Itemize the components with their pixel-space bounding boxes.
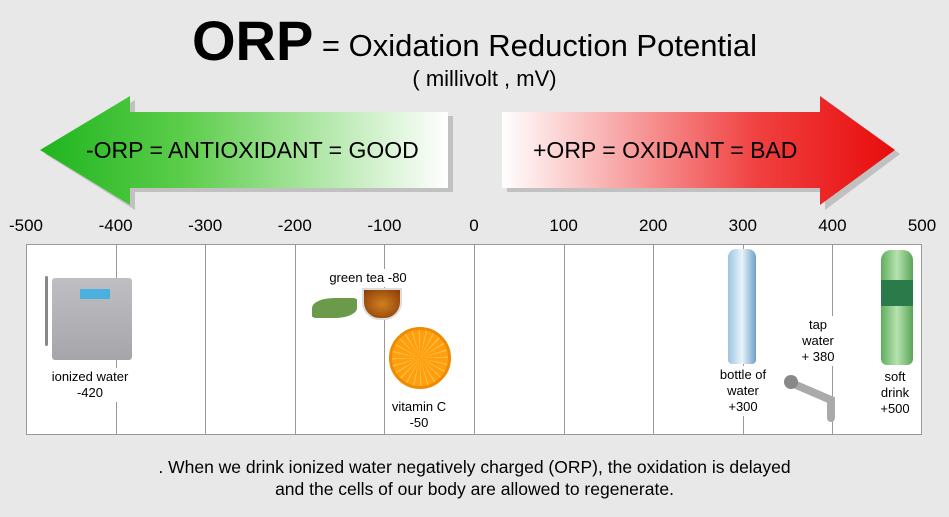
grid-line xyxy=(205,245,207,434)
item-label-line: drink xyxy=(880,385,910,400)
item-label-line: water xyxy=(727,383,759,398)
axis-tick-label: 200 xyxy=(639,216,668,235)
left-arrow xyxy=(40,96,448,205)
grid-line xyxy=(653,245,655,434)
item-label-line: ionized water xyxy=(51,369,129,384)
item-label-line: green tea -80 xyxy=(329,270,407,285)
axis-tick-label: -500 xyxy=(8,216,44,235)
tea-leaves-icon xyxy=(312,298,357,318)
item-label-line: -420 xyxy=(76,385,104,400)
item-label-vitamin-C: vitamin C -50 xyxy=(389,398,449,432)
axis-tick-label: -400 xyxy=(98,216,133,235)
axis-tick-label: 300 xyxy=(728,216,757,235)
water-ionizer-icon xyxy=(52,278,132,360)
footer-line-1: . When we drink ionized water negatively… xyxy=(158,457,791,477)
item-label-bottle-of-water: bottle of water +300 xyxy=(717,366,769,416)
right-arrow-label: +ORP = OXIDANT = BAD xyxy=(533,137,798,163)
title-text: = Oxidation Reduction Potential xyxy=(321,28,758,63)
item-label-tap-water: tap water + 380 xyxy=(799,316,837,366)
right-arrow xyxy=(502,96,895,205)
item-label-ionized-water: ionized water -420 xyxy=(49,368,131,402)
axis-tick-label: -300 xyxy=(188,216,223,235)
footer-line-2: and the cells of our body are allowed to… xyxy=(275,479,674,499)
axis-tick-label: 100 xyxy=(549,216,578,235)
item-label-line: bottle of xyxy=(719,367,767,382)
item-label-line: +500 xyxy=(880,401,910,416)
item-label-line: tap xyxy=(808,317,828,332)
item-label-line: vitamin C xyxy=(391,399,447,414)
item-label-line: + 380 xyxy=(801,349,835,364)
water-bottle-icon xyxy=(728,249,756,364)
axis-tick-label: 0 xyxy=(469,216,479,235)
title-acronym: ORP xyxy=(191,9,314,72)
ionizer-hose-icon xyxy=(45,276,48,346)
left-arrow-label: -ORP = ANTIOXIDANT = GOOD xyxy=(86,137,419,163)
unit-subtitle: ( millivolt , mV) xyxy=(412,66,557,91)
item-label-line: soft xyxy=(884,369,906,384)
tap-faucet-icon xyxy=(783,370,848,422)
item-label-soft-drink: soft drink +500 xyxy=(878,368,912,418)
soda-bottle-icon xyxy=(881,250,913,365)
tea-cup-icon xyxy=(362,288,402,320)
grid-line xyxy=(384,245,386,434)
item-label-green-tea: green tea -80 xyxy=(327,269,409,287)
footer-text: . When we drink ionized water negatively… xyxy=(0,456,949,500)
axis-tick-label: 400 xyxy=(818,216,847,235)
grid-line xyxy=(294,245,296,434)
grid-line xyxy=(474,245,475,434)
item-label-line: water xyxy=(802,333,834,348)
axis-tick-label: 500 xyxy=(907,216,937,235)
item-label-line: -50 xyxy=(409,415,429,430)
orange-slice-icon xyxy=(389,327,451,389)
arrows xyxy=(40,96,900,210)
axis-tick-label: -100 xyxy=(367,216,402,235)
grid-line xyxy=(563,245,565,434)
page-title: ORP = Oxidation Reduction Potential xyxy=(0,8,949,73)
axis-tick-label: -200 xyxy=(277,216,312,235)
item-label-line: +300 xyxy=(728,399,758,414)
